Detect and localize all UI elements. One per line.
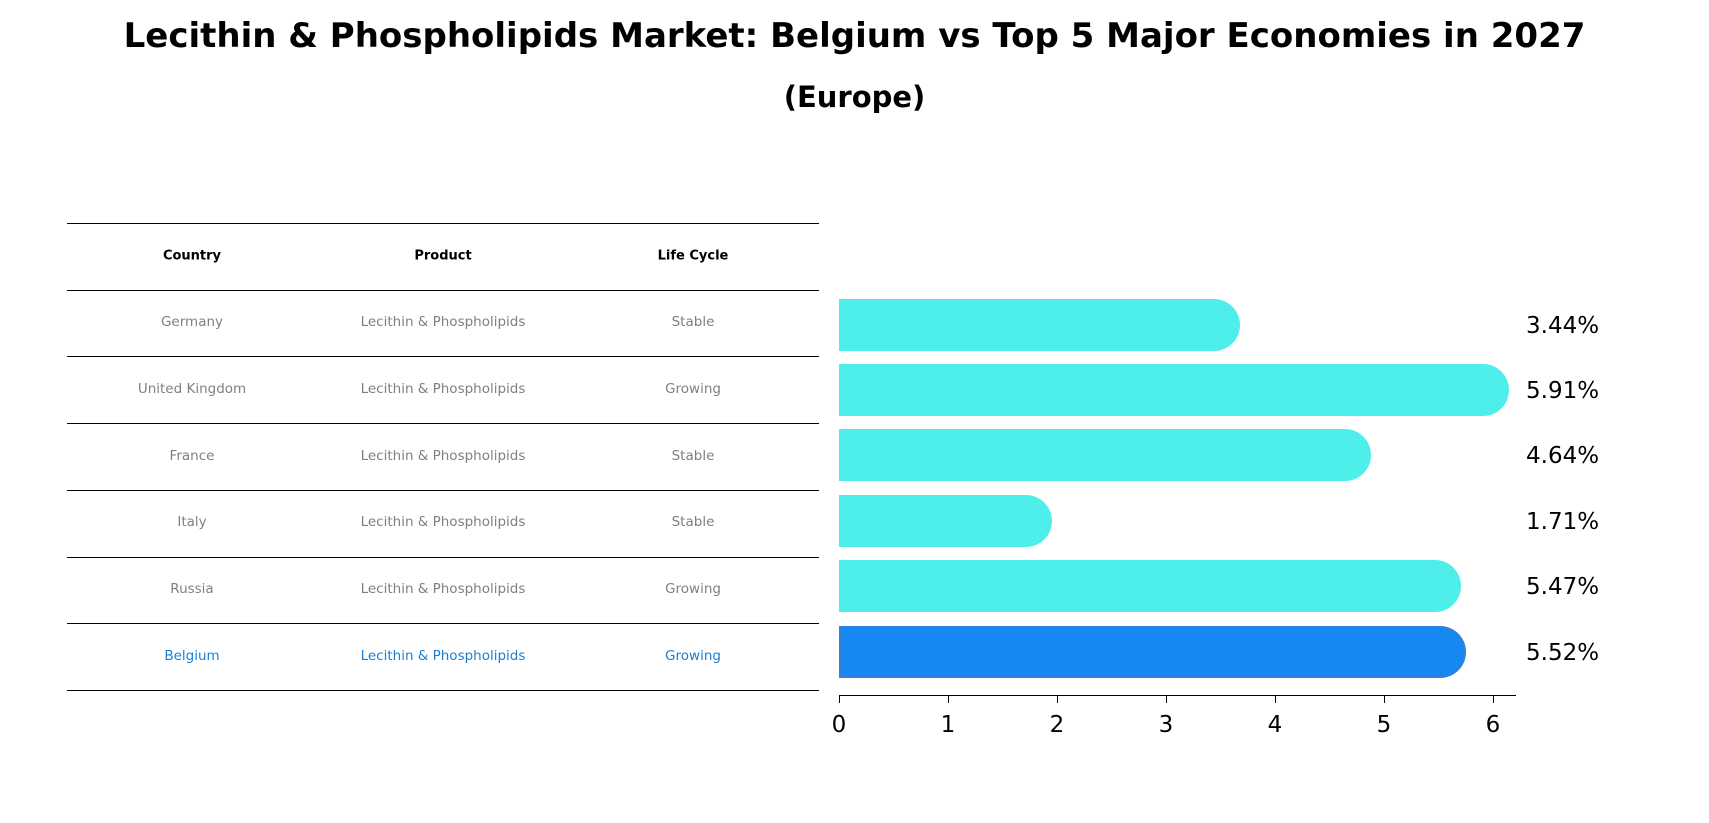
x-tick-label: 0 [831, 712, 847, 738]
x-axis [839, 695, 1516, 696]
table-rule [67, 557, 819, 558]
x-tick-label: 2 [1049, 712, 1065, 738]
table-rule [67, 356, 819, 357]
table-rule [67, 223, 819, 224]
header-life-cycle: Life Cycle [657, 248, 729, 264]
x-tick-label: 6 [1485, 712, 1501, 738]
cell-country: Belgium [164, 648, 220, 664]
header-product: Product [414, 248, 472, 264]
cell-product: Lecithin & Phospholipids [360, 448, 526, 464]
table-rule [67, 690, 819, 691]
cell-life-cycle: Growing [665, 381, 721, 397]
x-tick-label: 5 [1376, 712, 1392, 738]
x-tick [1166, 695, 1167, 703]
cell-product: Lecithin & Phospholipids [360, 514, 526, 530]
table-rule [67, 290, 819, 291]
x-tick [1275, 695, 1276, 703]
value-label: 5.91% [1526, 378, 1600, 404]
value-label: 5.47% [1526, 574, 1600, 600]
bar-germany [839, 299, 1240, 351]
x-tick [839, 695, 840, 703]
x-tick [1493, 695, 1494, 703]
x-tick [948, 695, 949, 703]
value-label: 4.64% [1526, 443, 1600, 469]
cell-country: Italy [177, 514, 207, 530]
x-tick-label: 1 [940, 712, 956, 738]
cell-country: France [169, 448, 215, 464]
header-country: Country [162, 248, 222, 264]
chart-subtitle: (Europe) [783, 80, 926, 114]
cell-life-cycle: Stable [671, 514, 715, 530]
cell-life-cycle: Growing [665, 581, 721, 597]
cell-product: Lecithin & Phospholipids [360, 381, 526, 397]
table-rule [67, 490, 819, 491]
cell-life-cycle: Stable [671, 448, 715, 464]
x-tick-label: 4 [1267, 712, 1283, 738]
value-label: 3.44% [1526, 313, 1600, 339]
table-rule [67, 623, 819, 624]
bar-italy [839, 495, 1052, 547]
cell-life-cycle: Stable [671, 314, 715, 330]
value-label: 5.52% [1526, 640, 1600, 666]
bar-united-kingdom [839, 364, 1509, 416]
cell-product: Lecithin & Phospholipids [360, 314, 526, 330]
table-rule [67, 423, 819, 424]
bar-belgium [839, 626, 1466, 678]
cell-country: Germany [160, 314, 224, 330]
cell-product: Lecithin & Phospholipids [360, 581, 526, 597]
cell-product: Lecithin & Phospholipids [360, 648, 526, 664]
x-tick [1057, 695, 1058, 703]
cell-country: United Kingdom [137, 381, 247, 397]
bar-france [839, 429, 1371, 481]
chart-title: Lecithin & Phospholipids Market: Belgium… [123, 16, 1586, 56]
x-tick [1384, 695, 1385, 703]
x-tick-label: 3 [1158, 712, 1174, 738]
cell-country: Russia [170, 581, 214, 597]
bar-russia [839, 560, 1461, 612]
cell-life-cycle: Growing [665, 648, 721, 664]
value-label: 1.71% [1526, 509, 1600, 535]
